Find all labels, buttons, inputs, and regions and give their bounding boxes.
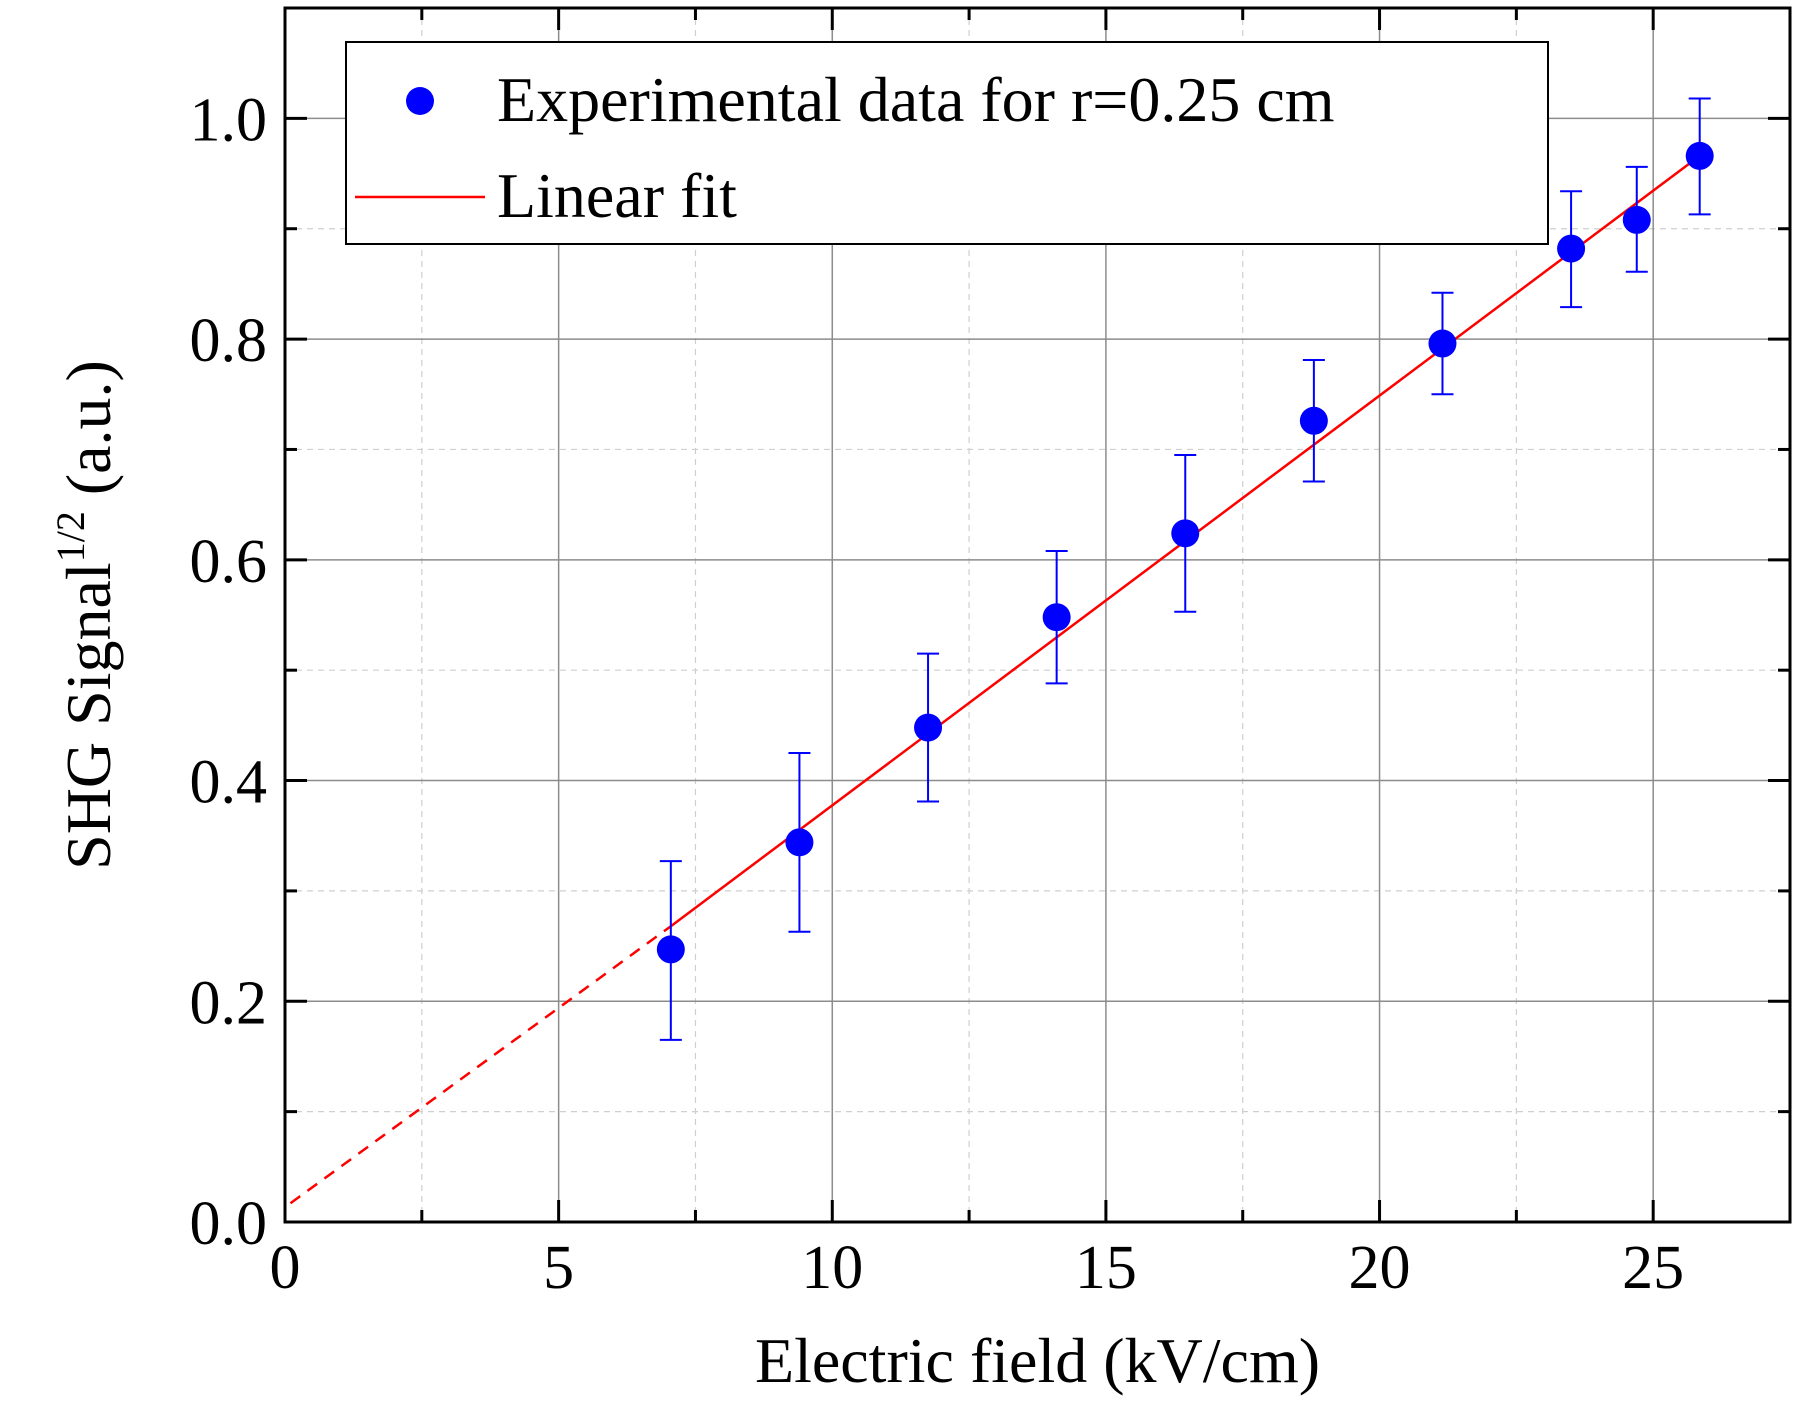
y-tick-label: 0.0	[190, 1190, 268, 1258]
data-point	[656, 935, 685, 964]
legend: Experimental data for r=0.25 cm Linear f…	[345, 41, 1549, 245]
y-axis-title-units: (a.u.)	[53, 360, 124, 511]
axis-ticks	[283, 6, 1792, 1224]
x-tick-label: 5	[543, 1234, 574, 1302]
legend-label-fit: Linear fit	[497, 160, 737, 231]
data-point	[1557, 234, 1586, 263]
y-axis-title-main: SHG Signal	[53, 562, 124, 870]
y-tick-labels: 0.0 0.2 0.4 0.6 0.8 1.0	[190, 86, 268, 1258]
x-axis-title: Electric field (kV/cm)	[755, 1325, 1320, 1396]
y-tick-label: 0.4	[190, 749, 268, 817]
data-point	[1685, 141, 1714, 170]
legend-marker-experimental	[406, 87, 434, 115]
y-tick-label: 0.2	[190, 969, 268, 1037]
data-points	[656, 141, 1714, 964]
y-tick-label: 0.8	[190, 307, 268, 375]
x-tick-label: 15	[1075, 1234, 1137, 1302]
data-point	[1622, 205, 1651, 234]
plot-frame	[283, 6, 1792, 1224]
data-point	[785, 828, 814, 857]
y-tick-label: 0.6	[190, 528, 268, 596]
y-tick-label: 1.0	[190, 86, 268, 154]
data-point	[1299, 406, 1328, 435]
data-point	[1428, 329, 1457, 358]
data-point	[914, 713, 943, 742]
legend-label-experimental: Experimental data for r=0.25 cm	[497, 64, 1335, 135]
linear-fit-extrapolation	[289, 925, 672, 1205]
x-tick-label: 0	[270, 1234, 301, 1302]
legend-box	[345, 41, 1549, 245]
x-tick-label: 20	[1349, 1234, 1411, 1302]
x-tick-label: 25	[1622, 1234, 1684, 1302]
y-axis-title: SHG Signal1/2 (a.u.)	[48, 360, 124, 870]
x-tick-labels: 0 5 10 15 20 25	[270, 1234, 1685, 1302]
y-axis-title-superscript: 1/2	[48, 511, 93, 562]
data-point	[1171, 519, 1200, 548]
data-point	[1042, 603, 1071, 632]
x-tick-label: 10	[801, 1234, 863, 1302]
